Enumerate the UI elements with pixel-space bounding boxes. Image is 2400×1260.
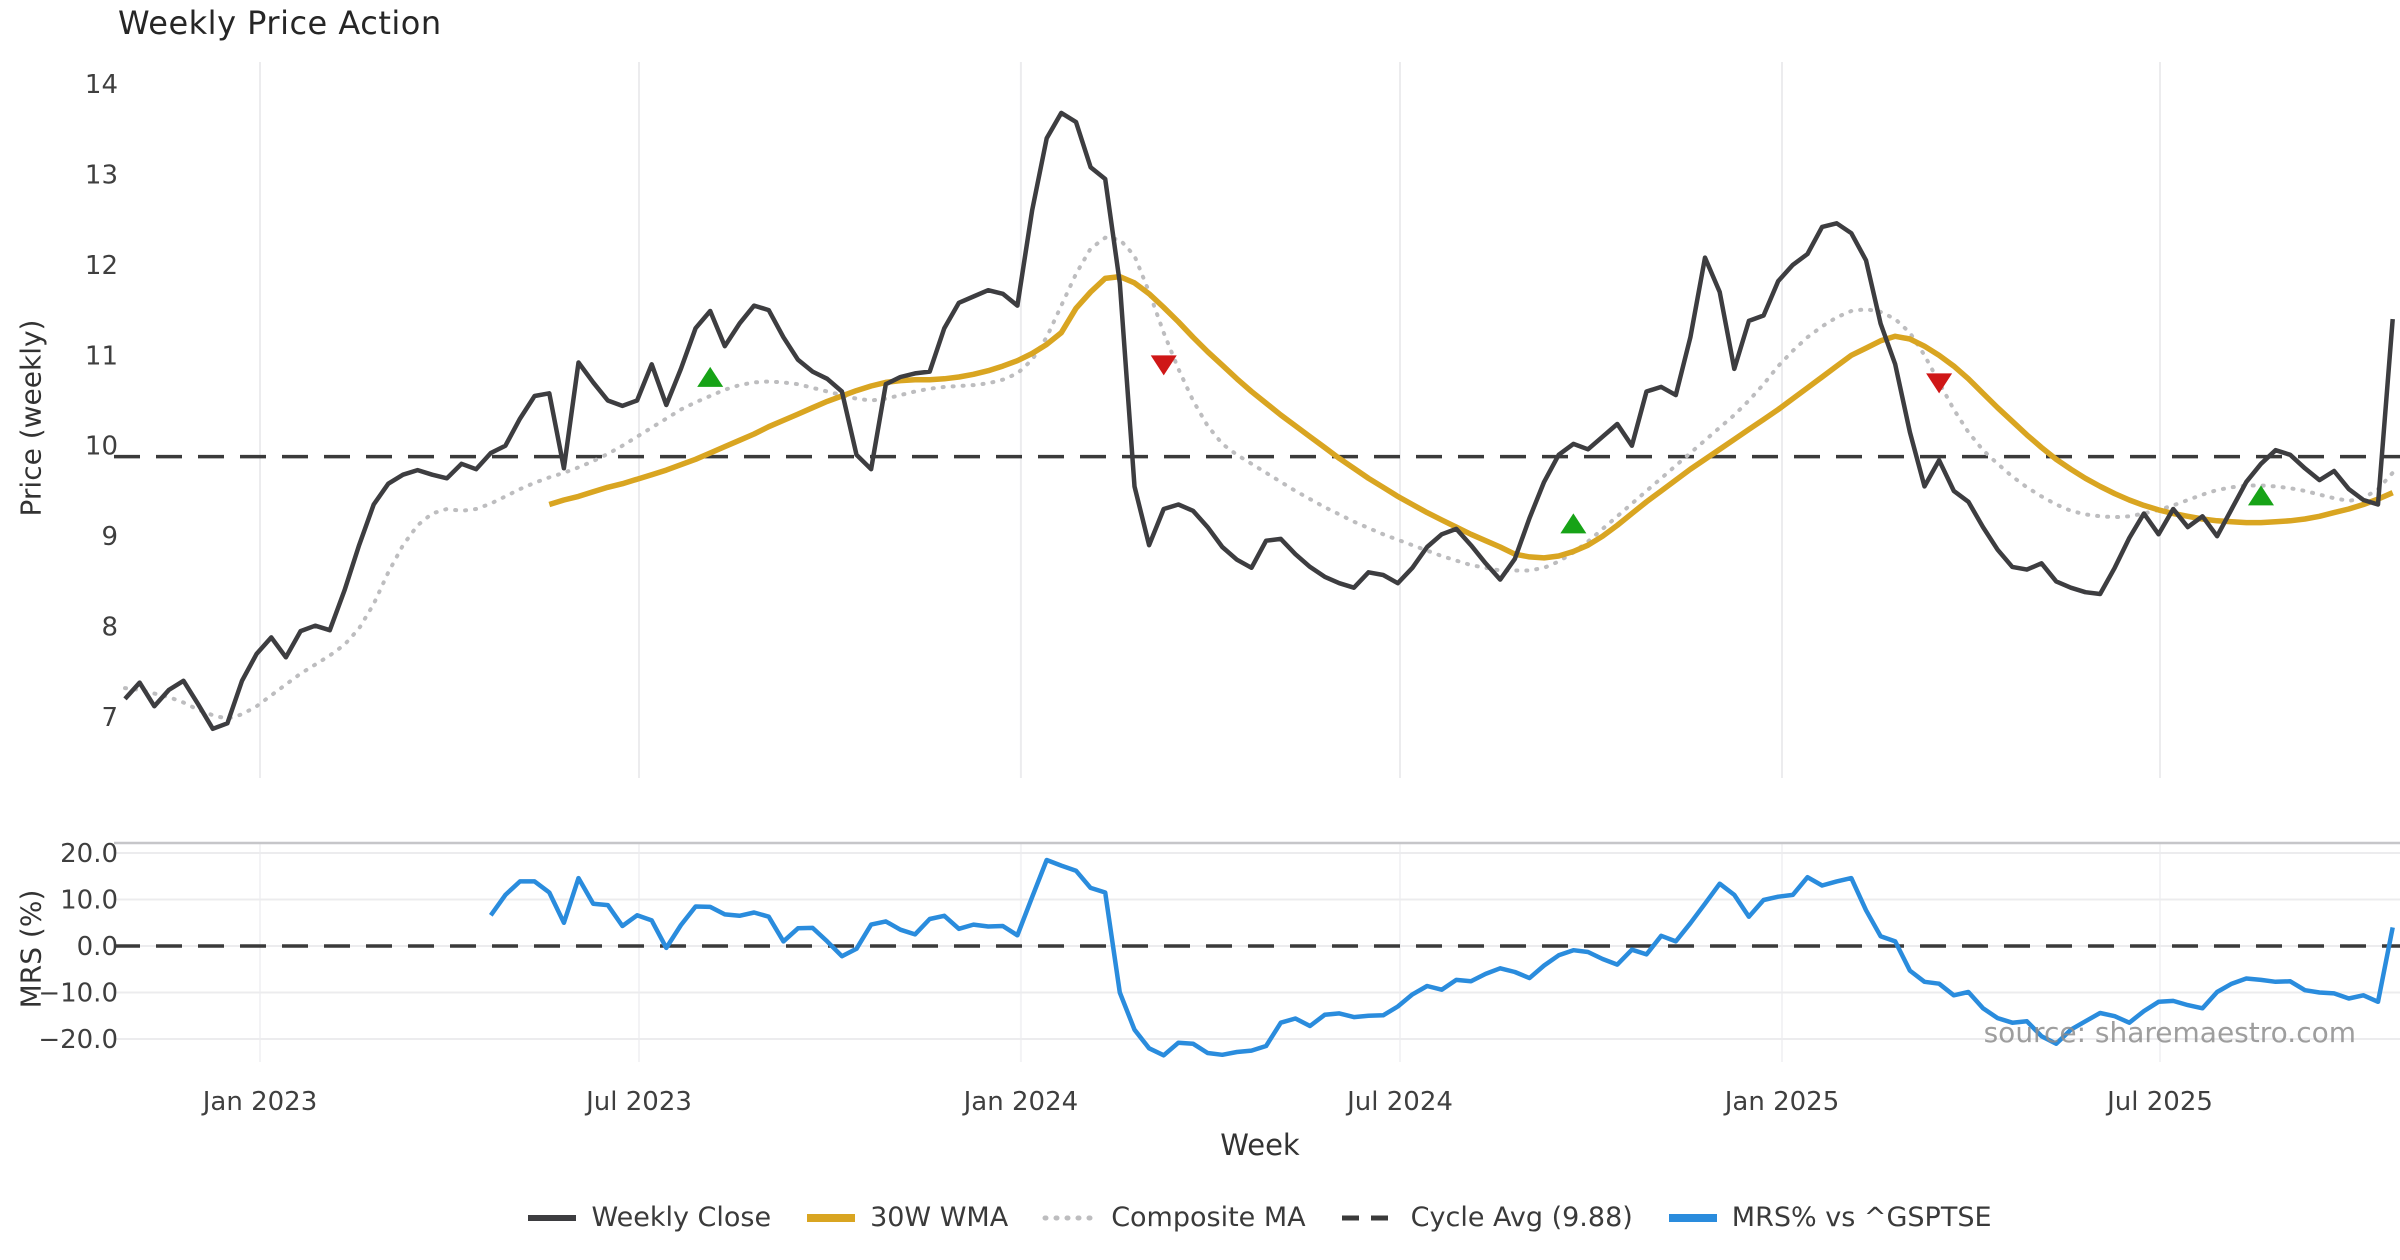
legend-label: MRS% vs ^GSPTSE xyxy=(1731,1202,1992,1233)
price-tick-label: 11 xyxy=(85,341,118,371)
price-tick-label: 10 xyxy=(85,432,118,462)
legend-item-composite-ma[interactable]: Composite MA xyxy=(1042,1202,1306,1233)
price-tick-label: 13 xyxy=(85,160,118,190)
wma-swatch-icon xyxy=(807,1213,856,1222)
legend-label: Cycle Avg (9.88) xyxy=(1410,1202,1633,1233)
legend-item-mrs[interactable]: MRS% vs ^GSPTSE xyxy=(1667,1202,1992,1233)
legend-label: Weekly Close xyxy=(591,1202,772,1233)
composite-ma-line xyxy=(123,235,2395,721)
buy-signal-marker[interactable] xyxy=(697,366,724,387)
sell-signal-marker[interactable] xyxy=(1926,373,1953,394)
source-watermark: source: sharemaestro.com xyxy=(1983,1016,2356,1049)
sell-signal-marker[interactable] xyxy=(1150,355,1177,376)
mrs-tick-label: 20.0 xyxy=(60,839,118,869)
x-tick-label: Jul 2025 xyxy=(2105,1087,2213,1117)
mrs-tick-label: 0.0 xyxy=(77,932,118,962)
x-tick-label: Jul 2024 xyxy=(1345,1087,1453,1117)
legend-label: Composite MA xyxy=(1111,1202,1306,1233)
price-tick-label: 12 xyxy=(85,251,118,281)
price-tick-label: 8 xyxy=(101,613,118,643)
x-tick-label: Jan 2025 xyxy=(1723,1087,1840,1117)
mrs-swatch-icon xyxy=(1668,1213,1717,1222)
wma-30w-line xyxy=(548,273,2394,561)
mrs-axis-label: MRS (%) xyxy=(14,889,48,1009)
buy-signal-marker[interactable] xyxy=(2247,485,2274,506)
x-tick-label: Jan 2023 xyxy=(201,1087,318,1117)
legend-item-weekly-close[interactable]: Weekly Close xyxy=(526,1202,771,1233)
legend-label: 30W WMA xyxy=(870,1202,1009,1233)
price-tick-label: 7 xyxy=(101,703,118,733)
price-tick-label: 14 xyxy=(85,70,118,100)
x-tick-label: Jan 2024 xyxy=(962,1087,1079,1117)
legend: Weekly Close 30W WMA Composite MA Cycle … xyxy=(118,1202,2400,1233)
price-axis-label: Price (weekly) xyxy=(14,319,48,517)
x-axis-label: Week xyxy=(1220,1128,1300,1162)
chart-title: Weekly Price Action xyxy=(118,4,442,42)
mrs-tick-label: 10.0 xyxy=(60,886,118,916)
legend-item-cycle-avg[interactable]: Cycle Avg (9.88) xyxy=(1340,1202,1633,1233)
weekly-close-swatch-icon xyxy=(528,1214,577,1221)
mrs-tick-label: −10.0 xyxy=(38,979,118,1009)
x-tick-label: Jul 2023 xyxy=(584,1087,692,1117)
mrs-line xyxy=(488,857,2395,1058)
cycle-avg-swatch-icon xyxy=(1341,1215,1396,1220)
buy-signal-marker[interactable] xyxy=(1560,513,1587,534)
price-tick-label: 9 xyxy=(101,522,118,552)
composite-swatch-icon xyxy=(1042,1215,1099,1220)
weekly-close-line xyxy=(123,110,2395,732)
mrs-tick-label: −20.0 xyxy=(38,1025,118,1055)
legend-item-30w-wma[interactable]: 30W WMA xyxy=(805,1202,1008,1233)
